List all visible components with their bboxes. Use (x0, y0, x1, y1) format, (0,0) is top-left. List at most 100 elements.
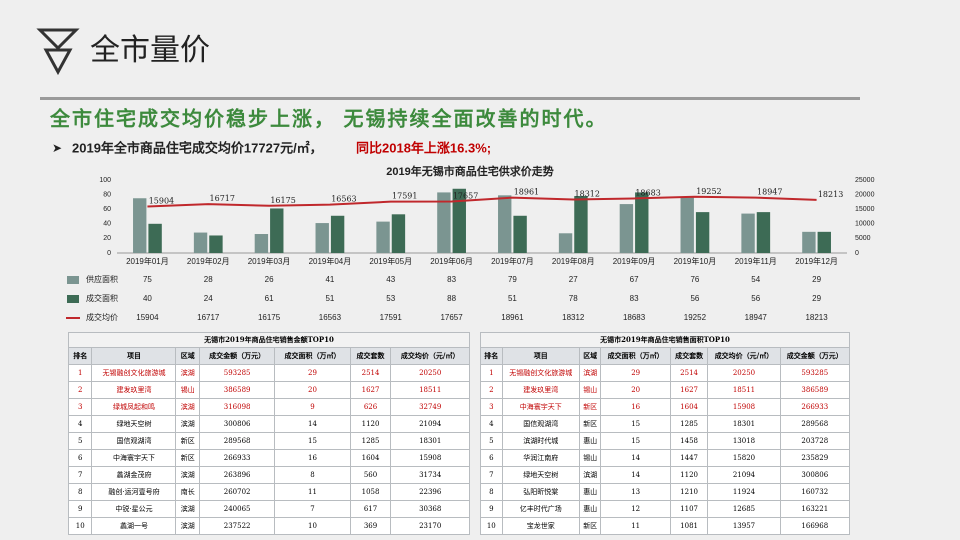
table-value: 29 (812, 294, 821, 303)
bar (330, 215, 345, 253)
table-cell: 亿丰时代广场 (501, 500, 580, 518)
table-cell: 9 (67, 500, 93, 518)
table-cell: 160732 (779, 483, 851, 501)
table-cell: 18301 (707, 415, 781, 433)
table-cell: 260702 (198, 483, 276, 501)
table-cell: 新区 (578, 415, 602, 433)
bar (391, 214, 406, 253)
table-cell: 16 (600, 398, 671, 416)
table-cell: 626 (349, 398, 392, 416)
table-cell: 11924 (707, 483, 781, 501)
table-value: 17591 (380, 313, 403, 322)
table-row: 6 中海寰宇天下 新区 266933 16 1604 15908 (67, 449, 470, 467)
table-cell: 3 (480, 398, 503, 416)
table-value: 75 (143, 275, 152, 284)
header-cell: 项目 (91, 347, 177, 365)
table-value: 67 (630, 275, 639, 284)
header-cell: 排名 (67, 347, 93, 365)
title-row: 无锡市2019年商品住宅销售金额TOP10 (68, 332, 470, 348)
table-cell: 1604 (669, 398, 709, 416)
x-tick-label: 2019年08月 (552, 256, 595, 266)
table-cell: 1081 (669, 517, 709, 535)
divider (40, 97, 860, 100)
data-label: 17591 (392, 192, 417, 201)
table-cell: 14 (600, 449, 671, 467)
data-label: 18961 (514, 188, 539, 197)
table-cell: 14 (600, 466, 671, 484)
bar (148, 223, 162, 253)
table-cell: 15820 (707, 449, 781, 467)
y2-tick-label: 20000 (855, 191, 875, 198)
table-value: 88 (447, 294, 456, 303)
table-row: 9 亿丰时代广场 惠山 12 1107 12685 163221 (480, 500, 851, 518)
table-title: 无锡市2019年商品住宅销售金额TOP10 (68, 332, 470, 348)
table-value: 83 (447, 275, 456, 284)
table-cell: 30368 (390, 500, 470, 518)
bar (498, 195, 512, 253)
table-cell: 617 (349, 500, 392, 518)
bar (802, 231, 816, 253)
y2-tick-label: 10000 (855, 221, 875, 228)
header-row: 排名 项目 区域 成交面积（万㎡） 成交套数 成交均价（元/㎡） 成交金额（万元） (480, 347, 851, 365)
table-cell: 8 (67, 483, 93, 501)
table-cell: 8 (274, 466, 351, 484)
table-cell: 滨湖 (175, 466, 200, 484)
table-row: 10 宝龙世家 新区 11 1081 13957 166968 (480, 517, 851, 535)
table-value: 16175 (258, 313, 281, 322)
table-cell: 1 (480, 364, 503, 382)
table-value: 51 (508, 294, 517, 303)
x-tick-label: 2019年05月 (369, 256, 412, 266)
table-value: 19252 (684, 313, 707, 322)
table-cell: 266933 (779, 398, 851, 416)
table-cell: 4 (480, 415, 503, 433)
table-cell: 锡山 (578, 449, 602, 467)
table-value: 56 (751, 294, 760, 303)
table-cell: 国信观湖湾 (91, 432, 177, 450)
table-row: 8 弘阳昕悦棠 惠山 13 1210 11924 160732 (480, 483, 851, 501)
table-cell: 12685 (707, 500, 781, 518)
table-cell: 新区 (175, 432, 200, 450)
table-value: 83 (630, 294, 639, 303)
table-cell: 289568 (198, 432, 276, 450)
table-head: 无锡市2019年商品住宅销售面积TOP10 排名 项目 区域 成交面积（万㎡） 成交套数成… (480, 332, 851, 365)
table-cell: 惠山 (578, 432, 602, 450)
data-label: 16717 (210, 194, 235, 203)
logo (36, 28, 80, 51)
table-cell: 1210 (669, 483, 709, 501)
table-value: 54 (751, 275, 760, 284)
table-cell: 18301 (390, 432, 470, 450)
table-cell: 华润江南府 (501, 449, 580, 467)
bar (619, 204, 634, 253)
data-label: 18683 (635, 188, 660, 197)
y-tick-label: 20 (103, 235, 111, 242)
x-tick-label: 2019年11月 (735, 256, 777, 266)
table-value: 24 (204, 294, 213, 303)
table-cell: 滨湖 (175, 500, 200, 518)
table-cell: 滨湖 (578, 466, 602, 484)
logo (43, 48, 73, 76)
header-cell: 区域 (175, 347, 200, 365)
table-cell: 386589 (779, 381, 851, 399)
bar (695, 212, 710, 253)
header-row: 排名 项目 区域 成交金额（万元） 成交面积（万㎡） 成交套数 成交均价（元/㎡） (67, 347, 470, 365)
y2-tick-label: 25000 (855, 177, 875, 184)
table-value: 16717 (197, 313, 220, 322)
table-value: 56 (690, 294, 699, 303)
table-cell: 滨湖 (175, 517, 200, 535)
table-cell: 15908 (707, 398, 781, 416)
table-value: 15904 (136, 313, 159, 322)
table-cell: 滨湖 (175, 364, 200, 382)
table-row: 7 蠡湖金茂府 滨湖 263896 8 560 31734 (67, 466, 470, 484)
header-cell: 成交金额（万元） (779, 347, 851, 365)
header-cell: 成交套数 (669, 347, 709, 365)
data-label: 17657 (453, 191, 478, 200)
table-cell: 1458 (669, 432, 709, 450)
table-cell: 2514 (669, 364, 709, 382)
table-cell: 绿地天空树 (501, 466, 580, 484)
ranking-table: 无锡市2019年商品住宅销售面积TOP10 排名 项目 区域 成交面积（万㎡） 成交套数成… (480, 332, 851, 535)
y-tick-label: 40 (103, 221, 111, 228)
table-row: 3 中海寰宇天下 新区 16 1604 15908 266933 (480, 398, 851, 416)
table-cell: 235829 (779, 449, 851, 467)
data-label: 18312 (575, 190, 600, 199)
